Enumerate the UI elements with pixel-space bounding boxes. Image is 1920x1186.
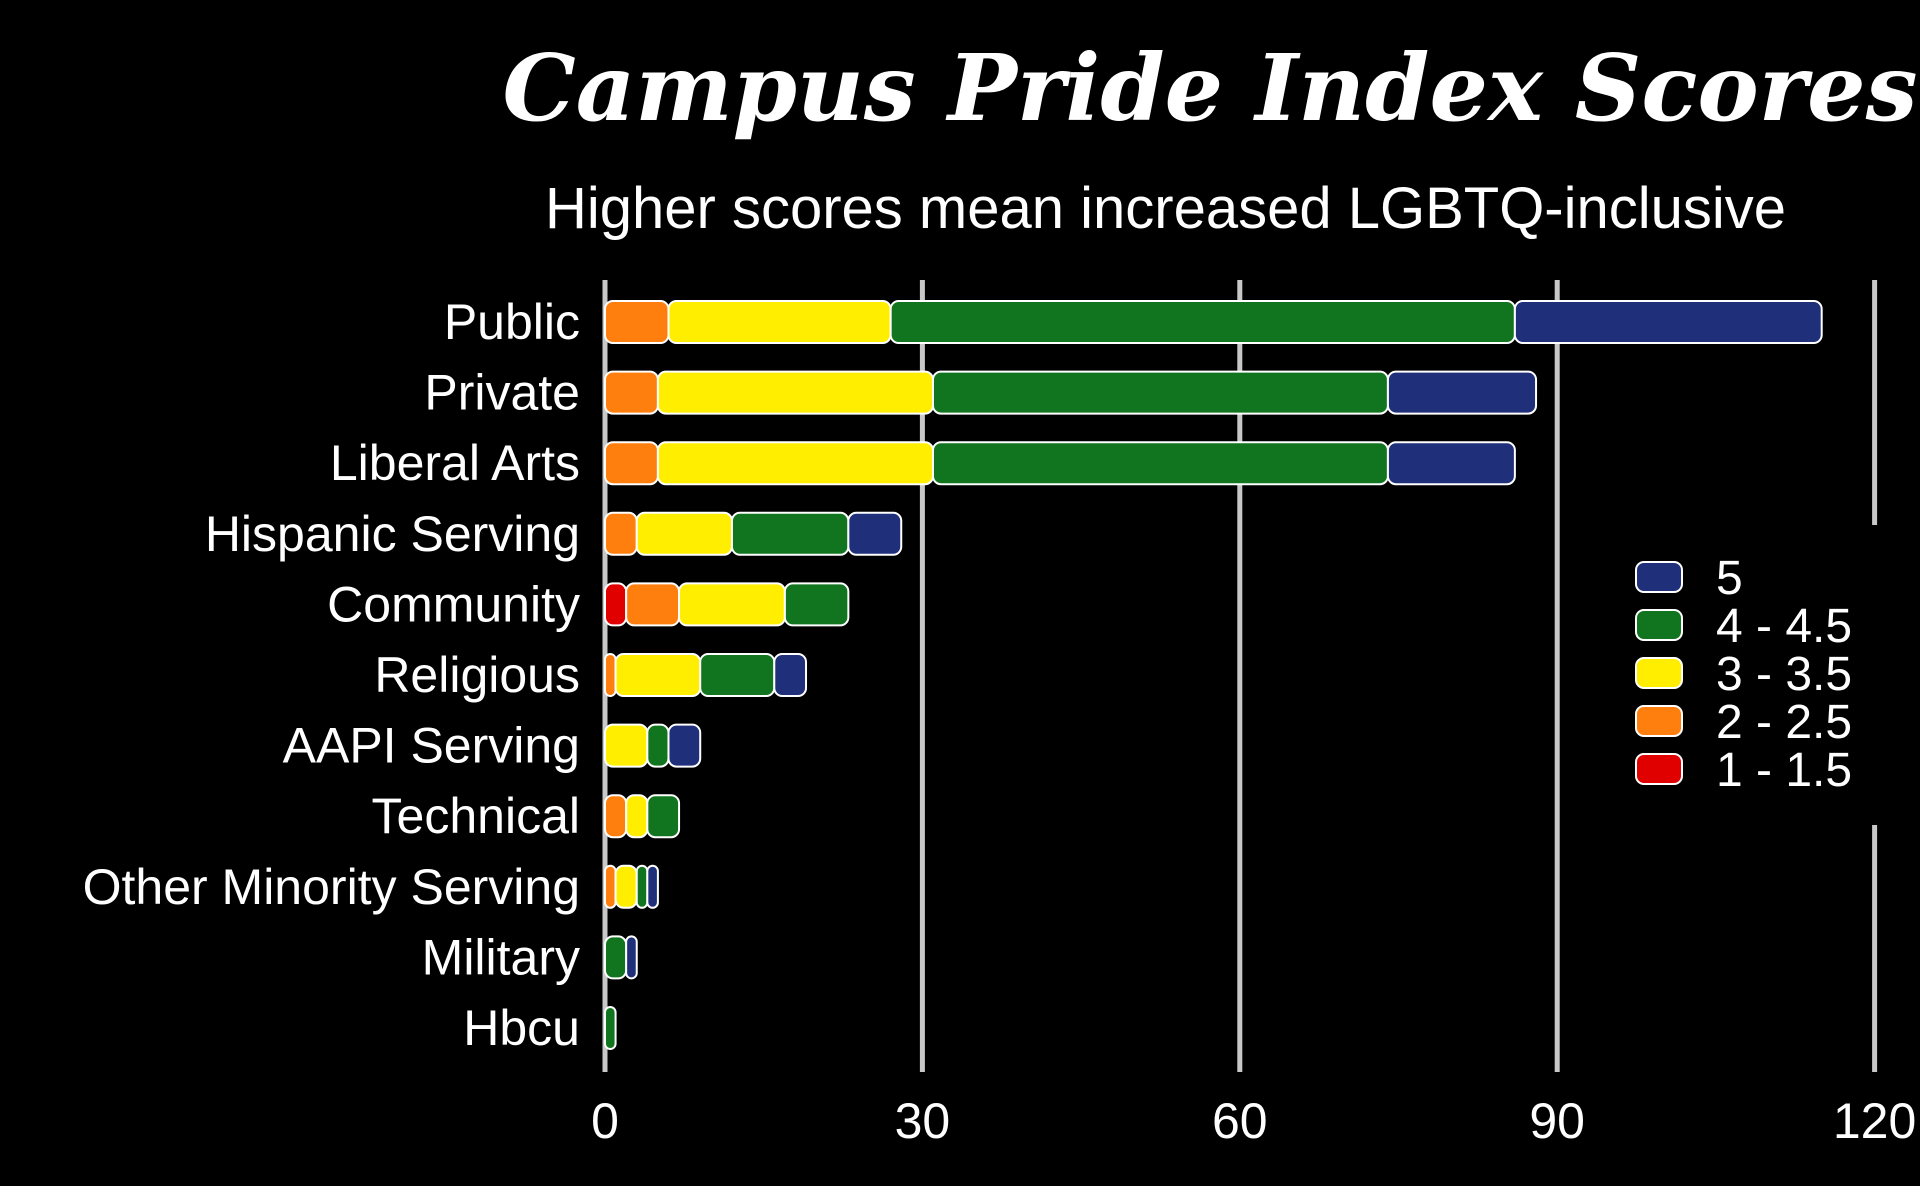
legend: 54 - 4.53 - 3.52 - 2.51 - 1.5 <box>1622 525 1892 825</box>
chart-title: Campus Pride Index Scores <box>503 34 1918 142</box>
legend-swatch <box>1635 657 1683 689</box>
bars-group <box>604 300 1823 1050</box>
bar-segment <box>931 441 1389 486</box>
x-tick-label: 120 <box>1833 1093 1916 1149</box>
bar-segment <box>614 653 702 697</box>
chart-subtitle: Higher scores mean increased LGBTQ-inclu… <box>545 176 1786 241</box>
bar-segment <box>604 653 617 697</box>
bar-segment <box>604 582 628 627</box>
x-tick-label: 30 <box>895 1093 951 1149</box>
bar-segment <box>667 723 702 768</box>
x-tick-labels: 0 30 60 90 120 <box>591 1093 1916 1149</box>
category-label: Liberal Arts <box>330 435 580 491</box>
bar-segment <box>635 864 649 909</box>
legend-label: 5 <box>1716 552 1743 605</box>
bar-segment <box>931 370 1389 415</box>
category-label: Other Minority Serving <box>83 859 580 915</box>
category-label: AAPI Serving <box>283 718 580 774</box>
bar-segment <box>604 441 659 486</box>
bar-segment <box>604 794 628 839</box>
category-label: Community <box>327 576 580 632</box>
bar-segment <box>604 300 670 344</box>
bar-segment <box>646 794 681 839</box>
bar-segment <box>667 300 892 344</box>
x-tick-label: 0 <box>591 1093 619 1149</box>
bar-segment <box>1386 370 1538 415</box>
bar-segment <box>604 864 617 909</box>
category-label: Hbcu <box>463 1000 580 1056</box>
x-tick-label: 60 <box>1212 1093 1268 1149</box>
x-tick-label: 90 <box>1529 1093 1585 1149</box>
bar-segment <box>635 511 733 556</box>
category-label: Private <box>424 365 580 421</box>
legend-label: 1 - 1.5 <box>1716 744 1852 797</box>
bar-segment <box>646 864 659 909</box>
bar-segment <box>604 723 649 768</box>
bar-segment <box>1386 441 1516 486</box>
category-label: Military <box>422 929 580 985</box>
bar-segment <box>889 300 1516 344</box>
legend-swatch <box>1635 609 1683 641</box>
bar-segment <box>625 794 649 839</box>
category-label: Technical <box>372 788 580 844</box>
legend-label: 3 - 3.5 <box>1716 648 1852 701</box>
bar-segment <box>699 653 776 697</box>
bar-segment <box>773 653 808 697</box>
category-label: Religious <box>374 647 580 703</box>
legend-swatch <box>1635 705 1683 737</box>
legend-swatch <box>1635 753 1683 785</box>
legend-label: 4 - 4.5 <box>1716 600 1852 653</box>
bar-segment <box>625 582 681 627</box>
category-labels: Public Private Liberal Arts Hispanic Servin… <box>83 294 580 1056</box>
bar-segment <box>678 582 786 627</box>
bar-segment <box>614 864 638 909</box>
category-label: Public <box>444 294 580 350</box>
category-label: Hispanic Serving <box>205 506 580 562</box>
bar-segment <box>1513 300 1823 344</box>
bar-segment <box>604 511 638 556</box>
bar-segment <box>783 582 850 627</box>
bar-segment <box>656 370 934 415</box>
bar-segment <box>646 723 670 768</box>
bar-segment <box>730 511 850 556</box>
legend-swatch <box>1635 561 1683 593</box>
bar-segment <box>625 935 638 980</box>
bar-segment <box>604 370 659 415</box>
legend-label: 2 - 2.5 <box>1716 696 1852 749</box>
bar-segment <box>604 935 628 980</box>
bar-segment <box>656 441 934 486</box>
bar-segment <box>847 511 903 556</box>
bar-segment <box>604 1006 617 1050</box>
